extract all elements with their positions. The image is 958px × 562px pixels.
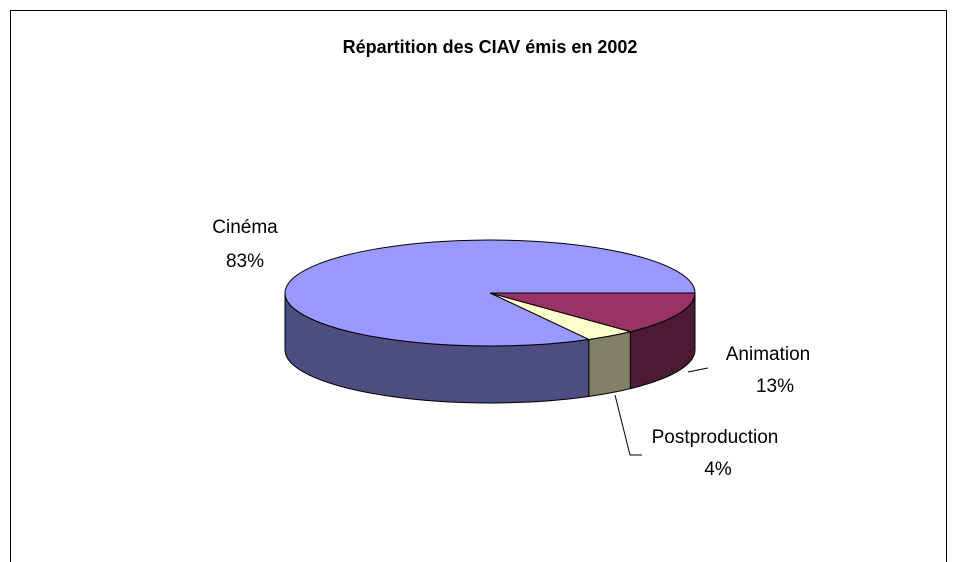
slice-label: Postproduction bbox=[652, 427, 779, 448]
pie-slice-side bbox=[588, 330, 631, 398]
slice-label: Cinéma bbox=[212, 217, 278, 238]
leader-line bbox=[614, 394, 642, 456]
pie-slice bbox=[489, 292, 696, 333]
slice-value-label: 83% bbox=[226, 251, 264, 272]
chart-title: Répartition des CIAV émis en 2002 bbox=[343, 37, 638, 57]
slice-label: Animation bbox=[726, 344, 811, 365]
pie bbox=[284, 239, 696, 404]
slice-value-label: 4% bbox=[704, 459, 732, 480]
slice-value-label: 13% bbox=[756, 376, 794, 397]
leader-line bbox=[687, 367, 709, 373]
pie-slice bbox=[284, 239, 696, 347]
